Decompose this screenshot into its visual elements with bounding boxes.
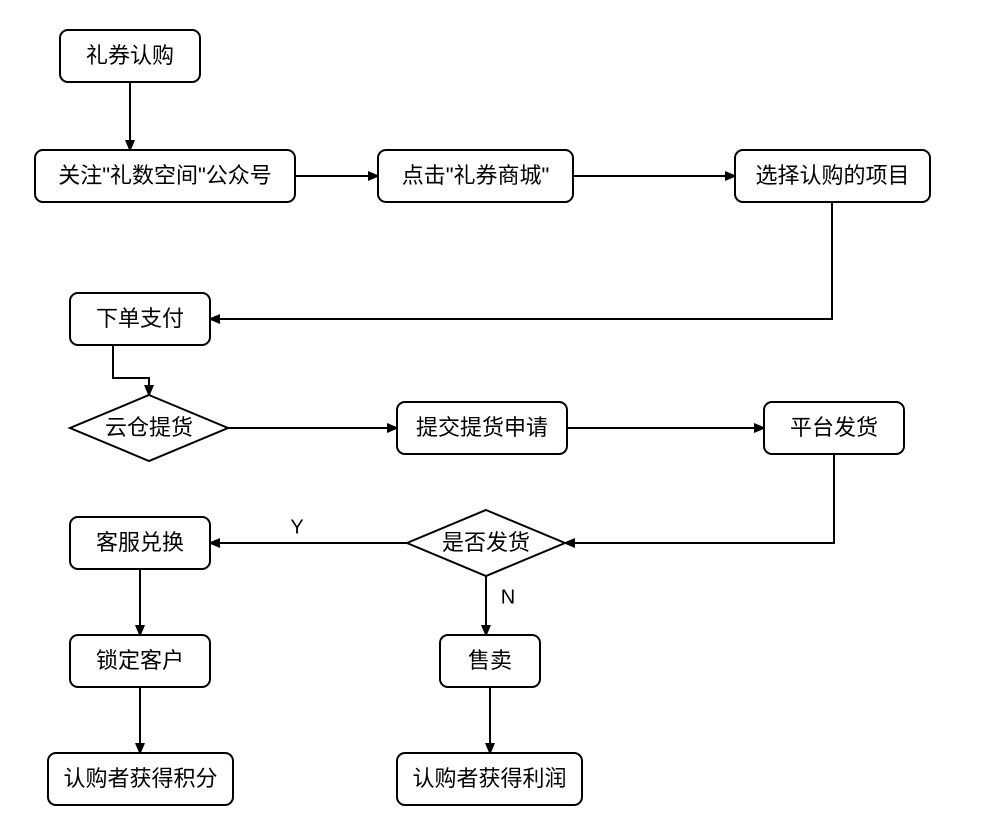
node-n1-label: 礼券认购 [86, 43, 174, 68]
node-n5-label: 下单支付 [96, 306, 184, 331]
node-n2-label: 关注"礼数空间"公众号 [58, 163, 272, 188]
node-n11-label: 认购者获得积分 [63, 766, 217, 791]
node-n2: 关注"礼数空间"公众号 [35, 150, 295, 202]
node-n12: 认购者获得利润 [397, 753, 582, 805]
flowchart-canvas: Y N 礼券认购关注"礼数空间"公众号 点击"礼券商城" 选择认购的项目下单支付云仓提… [0, 0, 1000, 838]
edge-n7-d2 [565, 454, 834, 543]
node-n4: 选择认购的项目 [735, 150, 930, 202]
edge-n4-n5 [210, 202, 832, 319]
node-d1-label: 云仓提货 [105, 415, 193, 440]
node-d1: 云仓提货 [70, 395, 228, 461]
node-n3-label: 点击"礼券商城" [402, 163, 550, 188]
node-n10-label: 售卖 [468, 648, 512, 673]
node-d2: 是否发货 [407, 510, 565, 576]
node-n9: 锁定客户 [70, 635, 210, 687]
node-n11: 认购者获得积分 [48, 753, 233, 805]
node-n12-label: 认购者获得利润 [412, 766, 566, 791]
node-n5: 下单支付 [70, 293, 210, 345]
node-n6-label: 提交提货申请 [416, 415, 548, 440]
node-n4-label: 选择认购的项目 [755, 163, 909, 188]
node-n3: 点击"礼券商城" [378, 150, 573, 202]
node-n9-label: 锁定客户 [96, 648, 184, 673]
edge-n5-d1 [113, 345, 149, 395]
node-n8: 客服兑换 [70, 517, 210, 569]
nodes-layer: 礼券认购关注"礼数空间"公众号 点击"礼券商城" 选择认购的项目下单支付云仓提货 提交… [35, 30, 930, 805]
edge-label-d2-n10: N [501, 586, 515, 608]
node-n10: 售卖 [440, 635, 540, 687]
node-n7-label: 平台发货 [790, 415, 878, 440]
node-n7: 平台发货 [764, 402, 904, 454]
node-d2-label: 是否发货 [442, 530, 530, 555]
node-n8-label: 客服兑换 [96, 530, 184, 555]
edge-label-d2-n8: Y [290, 516, 303, 538]
node-n1: 礼券认购 [60, 30, 200, 82]
node-n6: 提交提货申请 [397, 402, 567, 454]
